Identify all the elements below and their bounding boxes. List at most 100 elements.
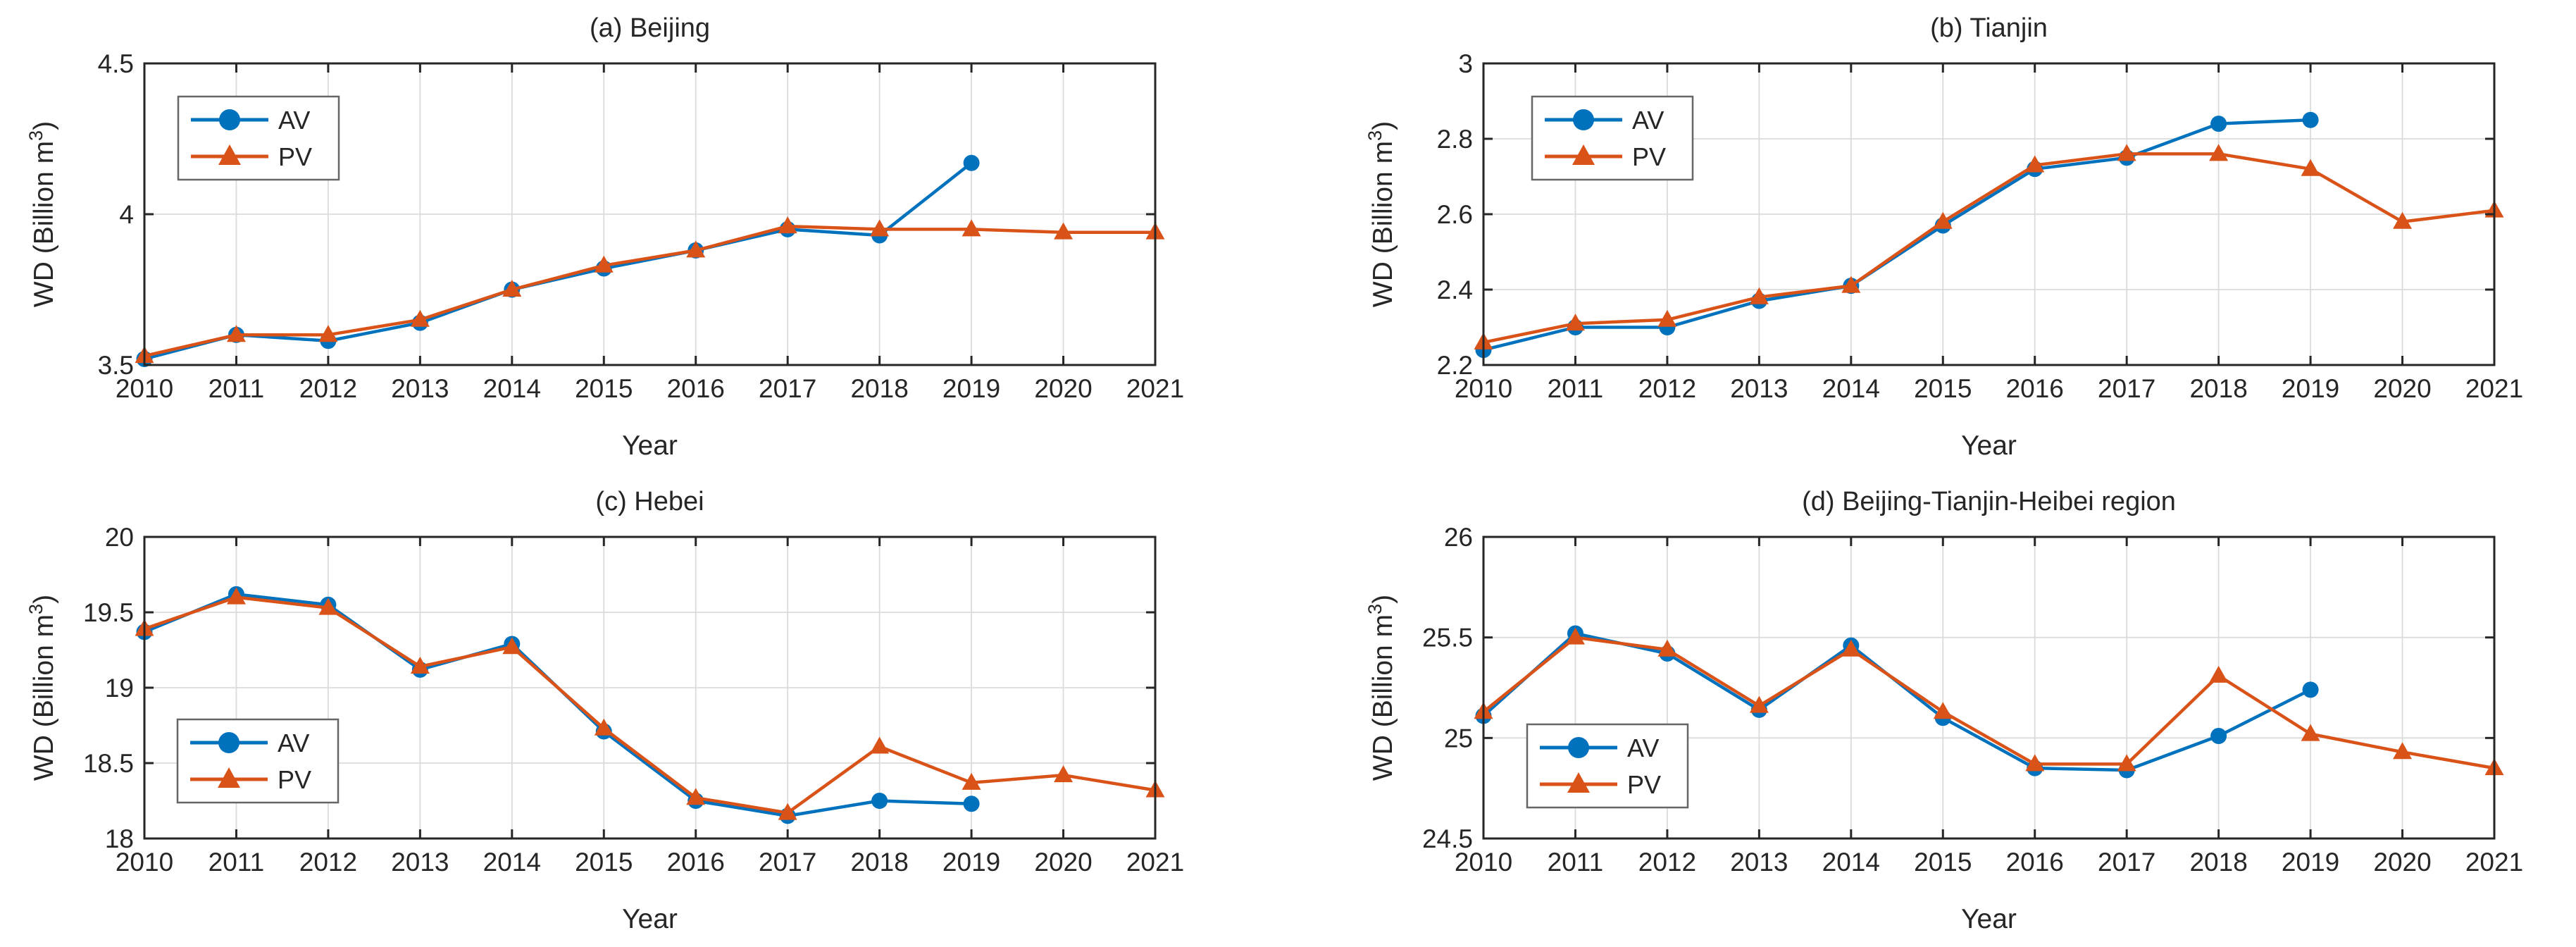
x-tick-label: 2013 <box>1730 848 1788 877</box>
data-point-pv <box>1565 314 1585 331</box>
x-tick-label: 2011 <box>209 848 265 877</box>
data-point-pv <box>1841 639 1861 657</box>
y-tick-label: 19.5 <box>83 598 134 627</box>
legend-box <box>1531 95 1694 181</box>
chart-title: (a) Beijing <box>590 13 710 43</box>
y-tick-label: 2.6 <box>1437 200 1473 229</box>
y-tick-label: 4 <box>119 200 134 229</box>
data-point-av <box>2302 111 2319 128</box>
legend-label: PV <box>1632 142 1666 171</box>
y-tick-label: 25.5 <box>1422 624 1473 652</box>
legend: AV PV <box>1526 723 1689 809</box>
series-line-pv <box>1483 152 2495 345</box>
data-point-pv <box>2393 742 2413 760</box>
x-tick-label: 2017 <box>2098 374 2155 403</box>
x-tick-label: 2015 <box>1914 848 1972 877</box>
data-point-pv <box>410 309 430 327</box>
data-point-pv <box>1657 309 1677 327</box>
data-point-pv <box>870 736 890 754</box>
y-tick-label: 2.2 <box>1437 351 1473 380</box>
x-tick-label: 2015 <box>575 374 633 403</box>
legend-entry-pv: PV <box>1545 142 1666 171</box>
x-tick-label: 2010 <box>116 374 173 403</box>
chart-panel-c: 2010 2011 2012 2013 2014 2015 2016 2017 2018 2019… <box>25 487 1184 934</box>
x-tick-label: 2018 <box>2189 374 2247 403</box>
data-point-av <box>2302 681 2319 698</box>
legend-box <box>176 718 340 804</box>
y-tick-label: 2.4 <box>1437 276 1473 304</box>
tick-marks <box>1482 62 2496 366</box>
legend: AV PV <box>177 95 340 181</box>
x-tick-label: 2012 <box>1638 848 1696 877</box>
data-point-pv <box>2393 211 2413 229</box>
data-point-pv <box>2117 144 2136 161</box>
legend-triangle-marker-icon <box>1567 772 1590 793</box>
x-tick-label: 2016 <box>2006 848 2064 877</box>
data-point-pv <box>1841 276 1861 293</box>
y-tick-label: 19 <box>105 674 134 702</box>
legend-label: PV <box>1627 770 1661 799</box>
legend-triangle-marker-icon <box>218 767 240 788</box>
x-tick-label: 2017 <box>759 848 816 877</box>
x-tick-label: 2014 <box>483 848 541 877</box>
legend-label: AV <box>1632 106 1664 135</box>
data-point-pv <box>318 325 338 342</box>
data-point-pv <box>962 219 981 237</box>
x-tick-label: 2016 <box>667 848 725 877</box>
x-tick-label: 2020 <box>1034 374 1092 403</box>
data-point-pv <box>502 637 522 655</box>
data-point-pv <box>778 803 797 820</box>
data-point-pv <box>2117 754 2136 772</box>
series-pv <box>1474 627 2504 776</box>
legend-entry-av: AV <box>191 106 310 135</box>
x-tick-label: 2021 <box>1126 848 1184 877</box>
y-axis-label: WD (Billion m3) <box>1364 121 1398 307</box>
legend-entry-pv: PV <box>191 142 312 171</box>
x-tick-label: 2019 <box>2282 848 2339 877</box>
tick-marks <box>1482 536 2496 840</box>
legend: AV PV <box>1531 95 1694 181</box>
legend-box <box>177 95 340 181</box>
x-tick-label: 2013 <box>391 848 449 877</box>
y-axis-label: WD (Billion m3) <box>25 595 59 781</box>
x-tick-label: 2021 <box>2465 848 2523 877</box>
data-point-pv <box>686 788 706 805</box>
x-tick-label: 2016 <box>667 374 725 403</box>
x-tick-label: 2020 <box>2373 848 2431 877</box>
y-tick-label: 3 <box>1458 49 1473 78</box>
series-pv <box>135 216 1165 364</box>
data-point-pv <box>2025 754 2045 772</box>
x-tick-label: 2021 <box>2465 374 2523 403</box>
x-tick-label: 2018 <box>850 848 908 877</box>
chart-panel-a: 2010 2011 2012 2013 2014 2015 2016 2017 2018 2019… <box>25 13 1184 461</box>
x-tick-label: 2011 <box>1548 848 1604 877</box>
x-tick-label: 2018 <box>850 374 908 403</box>
y-axis-label: WD (Billion m3) <box>25 121 59 307</box>
data-point-pv <box>594 718 614 736</box>
x-tick-label: 2016 <box>2006 374 2064 403</box>
data-point-pv <box>778 216 797 234</box>
legend-entry-pv: PV <box>190 765 311 794</box>
legend-circle-marker-icon <box>219 109 240 130</box>
chart-title: (d) Beijing-Tianjin-Heibei region <box>1802 487 2176 516</box>
y-tick-label: 26 <box>1444 523 1473 552</box>
x-tick-label: 2017 <box>759 374 816 403</box>
legend-label: PV <box>278 142 312 171</box>
data-point-pv <box>962 772 981 790</box>
data-point-pv <box>1054 222 1074 240</box>
chart-title: (b) Tianjin <box>1930 13 2048 43</box>
x-axis-label: Year <box>622 904 678 934</box>
grid <box>144 537 1155 838</box>
data-point-pv <box>226 325 246 342</box>
chart-panel-b: 2010 2011 2012 2013 2014 2015 2016 2017 2018 2019… <box>1364 13 2523 461</box>
y-tick-label: 3.5 <box>98 351 134 380</box>
x-tick-label: 2011 <box>209 374 265 403</box>
x-tick-label: 2015 <box>575 848 633 877</box>
x-tick-label: 2010 <box>1455 848 1512 877</box>
data-point-pv <box>2301 159 2320 176</box>
y-tick-label: 24.5 <box>1422 824 1473 853</box>
legend: AV PV <box>176 718 340 804</box>
x-axis-label: Year <box>622 431 678 461</box>
legend-box <box>1526 723 1689 809</box>
